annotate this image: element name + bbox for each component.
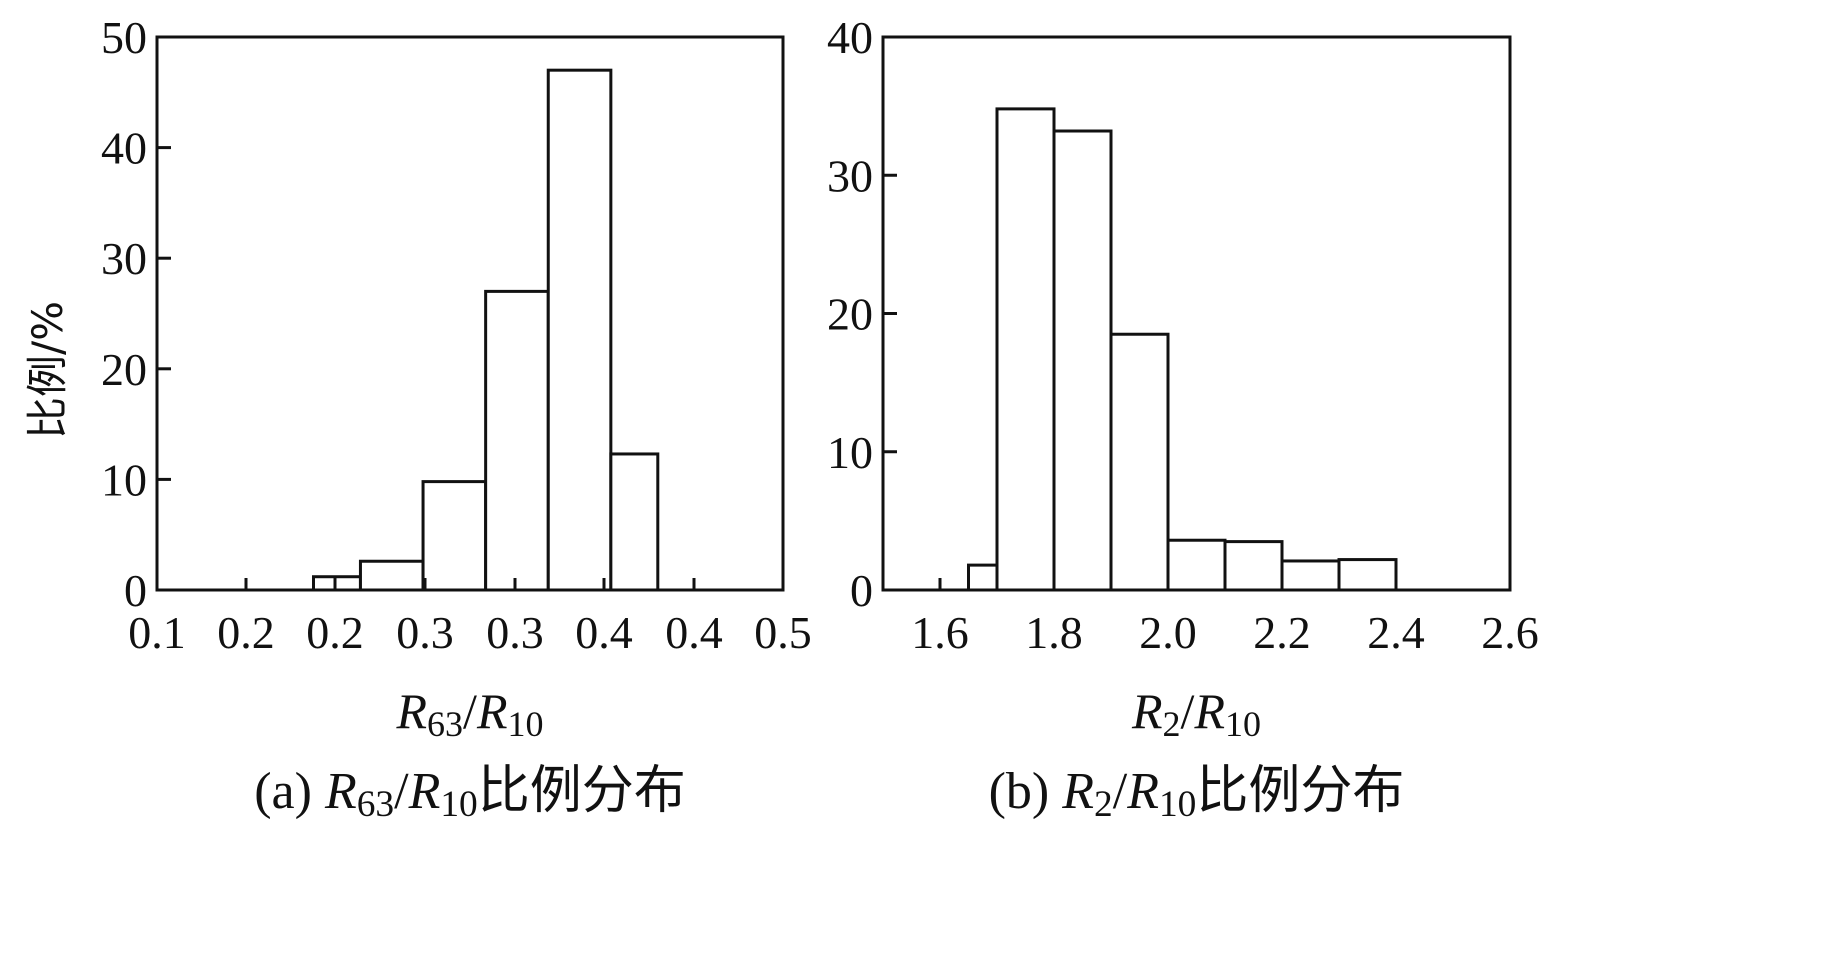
x-axis-title: R63/R10 bbox=[396, 683, 544, 744]
x-tick-label: 0.2 bbox=[217, 607, 275, 658]
histogram-bar bbox=[1052, 129, 1113, 592]
y-tick-label: 20 bbox=[101, 344, 147, 395]
y-tick-label: 30 bbox=[827, 150, 873, 201]
x-tick-label: 0.2 bbox=[306, 607, 364, 658]
panel-caption: (b) R2/R10比例分布 bbox=[989, 763, 1405, 825]
x-tick-label: 0.4 bbox=[575, 607, 633, 658]
x-tick-label: 1.6 bbox=[911, 607, 969, 658]
plot-frame bbox=[155, 35, 785, 592]
x-tick-label: 2.2 bbox=[1253, 607, 1311, 658]
histogram-bar bbox=[546, 68, 613, 592]
y-tick-label: 0 bbox=[124, 565, 147, 616]
y-axis-title-group: 比例/% bbox=[23, 301, 72, 439]
histogram-bar bbox=[484, 289, 550, 592]
panel-caption: (a) R63/R10比例分布 bbox=[254, 763, 686, 825]
histogram-bar bbox=[358, 559, 425, 592]
y-tick-label: 0 bbox=[850, 565, 873, 616]
histogram-bar bbox=[421, 480, 488, 592]
y-axis-title: 比例/% bbox=[23, 301, 72, 439]
histogram-bar bbox=[1109, 332, 1170, 592]
x-tick-label: 2.6 bbox=[1481, 607, 1539, 658]
x-tick-label: 0.3 bbox=[486, 607, 544, 658]
y-tick-label: 30 bbox=[101, 233, 147, 284]
y-tick-label: 10 bbox=[827, 427, 873, 478]
y-tick-label: 20 bbox=[827, 289, 873, 340]
histogram-bar bbox=[312, 575, 362, 592]
panel-b-histogram: 0 10 20 30 40 1.6 1.8 2.0 2.2 2.4 2.6 R2/R10 (b) R2/… bbox=[827, 12, 1539, 825]
histogram-bar bbox=[995, 107, 1056, 592]
y-tick-label: 50 bbox=[101, 12, 147, 63]
histogram-bar bbox=[1280, 559, 1341, 592]
x-tick-label: 2.0 bbox=[1139, 607, 1197, 658]
y-tick-label: 10 bbox=[101, 454, 147, 505]
y-tick-label: 40 bbox=[101, 123, 147, 174]
histogram-bar bbox=[609, 452, 660, 592]
panel-a-histogram: 0 10 20 30 40 50 0.1 0.2 0.2 0.3 0.3 0.4 0.4 0.5 R63/R… bbox=[101, 12, 812, 825]
histogram-bar bbox=[967, 563, 999, 592]
histogram-bar bbox=[1223, 540, 1284, 592]
x-tick-label: 0.5 bbox=[754, 607, 812, 658]
x-axis-title: R2/R10 bbox=[1131, 683, 1261, 744]
histogram-bar bbox=[1166, 538, 1227, 592]
x-tick-label: 0.1 bbox=[128, 607, 186, 658]
y-tick-label: 40 bbox=[827, 12, 873, 63]
x-tick-label: 1.8 bbox=[1025, 607, 1083, 658]
x-tick-label: 0.3 bbox=[396, 607, 454, 658]
plot-frame bbox=[881, 35, 1512, 592]
x-tick-label: 2.4 bbox=[1367, 607, 1425, 658]
histogram-bar bbox=[1337, 558, 1398, 592]
x-tick-label: 0.4 bbox=[665, 607, 723, 658]
